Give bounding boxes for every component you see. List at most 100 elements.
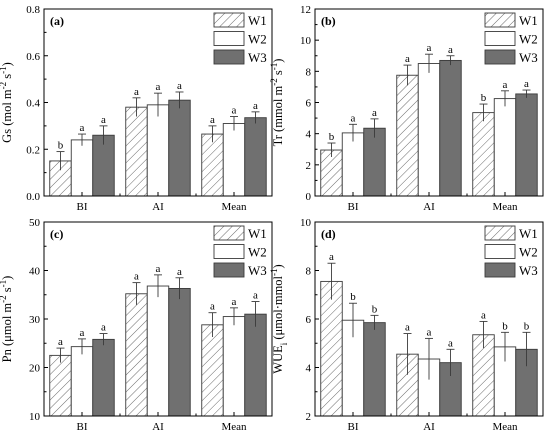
panel-label: (b) — [321, 14, 336, 28]
bar-w1 — [320, 280, 343, 417]
y-tick-label: 10 — [300, 217, 312, 229]
y-axis-title: WUEi (μmol·mmol-1) — [269, 264, 289, 373]
y-tick-label: 50 — [29, 217, 41, 229]
significance-letter: a — [134, 86, 139, 98]
bar-w2 — [417, 63, 441, 197]
bar-w1 — [472, 112, 495, 197]
y-tick-label: 8 — [306, 266, 312, 278]
significance-letter: a — [448, 44, 453, 56]
x-tick-label: Mean — [221, 201, 247, 213]
bar-w1 — [201, 324, 224, 417]
y-tick-label: 2 — [306, 160, 312, 172]
chart-panel: a b b a a a a b b 2 4 6 8 10 BI AI Mean (d) WUEi (μmol·mmo… — [269, 217, 544, 433]
legend-swatch-w3 — [213, 49, 245, 65]
legend-swatch-w2 — [484, 31, 516, 46]
y-tick-label: 12 — [300, 4, 311, 16]
bar-w3 — [92, 338, 115, 417]
bar-w2 — [70, 346, 94, 417]
y-tick-label: 40 — [29, 266, 41, 278]
significance-letter: a — [232, 296, 237, 308]
y-tick-label: 10 — [300, 35, 312, 47]
x-tick-label: BI — [348, 421, 359, 433]
significance-letter: a — [58, 336, 63, 348]
significance-letter: a — [372, 107, 377, 119]
significance-letter: a — [524, 78, 529, 90]
significance-letter: a — [156, 81, 161, 93]
legend-swatch-w1 — [484, 12, 516, 28]
significance-letter: a — [134, 271, 139, 283]
x-tick-label: BI — [348, 201, 359, 213]
y-tick-label: 20 — [29, 363, 41, 375]
y-tick-label: 8 — [306, 66, 312, 78]
significance-letter: b — [372, 303, 378, 315]
chart-panel: a a a a a a a a a 10 20 30 40 50 BI AI Mean (c) Pn (μmol m… — [0, 217, 273, 433]
significance-letter: a — [427, 42, 432, 54]
y-tick-label: 0.2 — [26, 144, 40, 156]
legend-swatch-w1 — [484, 225, 516, 241]
significance-letter: a — [210, 114, 215, 126]
significance-letter: a — [253, 290, 258, 302]
bar-w2 — [70, 139, 94, 197]
y-tick-label: 30 — [29, 314, 41, 326]
significance-letter: b — [329, 131, 335, 143]
significance-letter: a — [177, 266, 182, 278]
x-tick-label: AI — [152, 201, 164, 213]
significance-letter: b — [350, 291, 356, 303]
chart-panel: b a a a a a a a a 0.0 0.2 0.4 0.6 0.8 BI AI Mean (a) Gs (m… — [0, 4, 273, 213]
bar-w3 — [439, 59, 462, 197]
panel-label: (d) — [321, 227, 336, 241]
bar-w1 — [125, 106, 148, 197]
significance-letter: b — [58, 140, 64, 152]
legend-label: W3 — [248, 50, 267, 65]
bar-w3 — [168, 287, 191, 417]
y-tick-label: 0.0 — [26, 191, 40, 203]
legend-label: W2 — [519, 32, 538, 47]
y-tick-label: 0.8 — [26, 4, 40, 16]
x-tick-label: BI — [77, 421, 88, 433]
significance-letter: a — [156, 263, 161, 275]
legend-label: W1 — [248, 13, 267, 28]
x-tick-label: Mean — [492, 421, 518, 433]
bar-w3 — [244, 313, 267, 417]
y-tick-label: 4 — [306, 363, 312, 375]
legend-label: W1 — [519, 226, 538, 241]
bar-w3 — [363, 322, 386, 417]
legend-swatch-w1 — [213, 225, 245, 241]
legend-label: W2 — [248, 32, 267, 47]
y-tick-label: 6 — [306, 314, 312, 326]
x-tick-label: AI — [152, 421, 164, 433]
significance-letter: b — [502, 320, 508, 332]
significance-letter: a — [481, 309, 486, 321]
y-tick-label: 6 — [306, 98, 312, 110]
legend-swatch-w1 — [213, 12, 245, 28]
y-axis-title: Pn (μmol m-2 s-1) — [0, 276, 14, 363]
x-tick-label: Mean — [492, 201, 518, 213]
significance-letter: a — [177, 80, 182, 92]
bar-w2 — [222, 123, 246, 197]
bar-w3 — [515, 93, 538, 197]
significance-letter: a — [232, 105, 237, 117]
legend-label: W1 — [248, 226, 267, 241]
y-axis-title: Tr (mmol m-2 s-1) — [269, 59, 285, 147]
significance-letter: a — [80, 122, 85, 134]
significance-letter: a — [448, 337, 453, 349]
legend-label: W2 — [519, 245, 538, 260]
panel-label: (c) — [50, 227, 63, 241]
bar-w3 — [168, 99, 191, 197]
legend-label: W3 — [248, 263, 267, 278]
bar-w2 — [146, 285, 170, 417]
bar-w1 — [49, 354, 72, 417]
y-tick-label: 2 — [306, 411, 312, 423]
bar-w2 — [146, 104, 170, 197]
y-axis-title: Gs (mol m-2 s-1) — [0, 62, 14, 143]
legend-swatch-w3 — [484, 262, 516, 278]
bar-w2 — [222, 316, 246, 417]
significance-letter: b — [481, 92, 487, 104]
significance-letter: a — [351, 112, 356, 124]
bar-w1 — [201, 133, 224, 197]
significance-letter: a — [405, 322, 410, 334]
x-tick-label: Mean — [221, 421, 247, 433]
legend-label: W2 — [248, 245, 267, 260]
x-tick-label: AI — [423, 201, 435, 213]
